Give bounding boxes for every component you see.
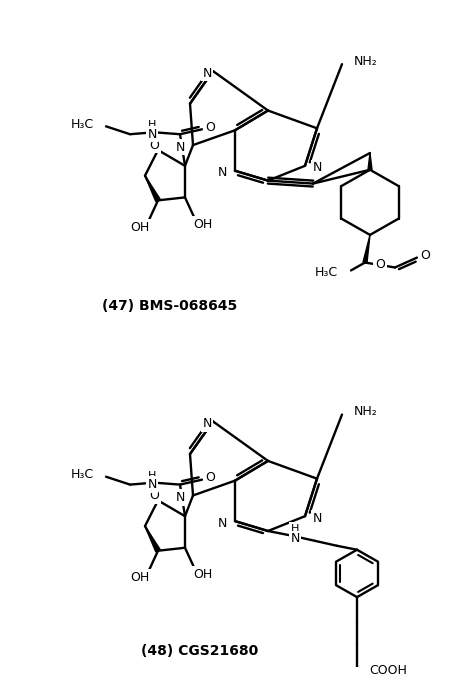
Text: H₃C: H₃C	[71, 118, 94, 131]
Text: N: N	[218, 166, 227, 179]
Text: H₃C: H₃C	[71, 468, 94, 481]
Text: NH₂: NH₂	[354, 55, 378, 68]
Text: OH: OH	[130, 571, 149, 584]
Polygon shape	[145, 526, 160, 552]
Text: O: O	[149, 489, 159, 502]
Text: O: O	[205, 471, 215, 484]
Polygon shape	[368, 153, 372, 170]
Text: O: O	[375, 258, 385, 271]
Text: O: O	[149, 139, 159, 151]
Text: H₃C: H₃C	[315, 266, 338, 279]
Text: N: N	[147, 128, 157, 141]
Text: OH: OH	[193, 218, 212, 231]
Text: (48) CGS21680: (48) CGS21680	[141, 644, 258, 658]
Polygon shape	[363, 235, 370, 263]
Text: OH: OH	[193, 568, 212, 581]
Text: H: H	[291, 524, 299, 534]
Text: COOH: COOH	[369, 664, 407, 676]
Text: N: N	[290, 533, 300, 546]
Text: N: N	[176, 491, 185, 504]
Text: NH₂: NH₂	[354, 405, 378, 418]
Text: (47) BMS-068645: (47) BMS-068645	[102, 299, 238, 313]
Text: N: N	[202, 66, 212, 80]
Text: N: N	[218, 516, 227, 529]
Text: O: O	[420, 249, 430, 262]
Text: N: N	[202, 417, 212, 430]
Text: H: H	[148, 120, 156, 130]
Text: N: N	[176, 141, 185, 153]
Text: N: N	[147, 478, 157, 491]
Text: N: N	[313, 512, 322, 525]
Text: O: O	[205, 121, 215, 134]
Text: H: H	[148, 470, 156, 481]
Polygon shape	[145, 176, 160, 201]
Text: N: N	[313, 162, 322, 174]
Text: OH: OH	[130, 220, 149, 233]
